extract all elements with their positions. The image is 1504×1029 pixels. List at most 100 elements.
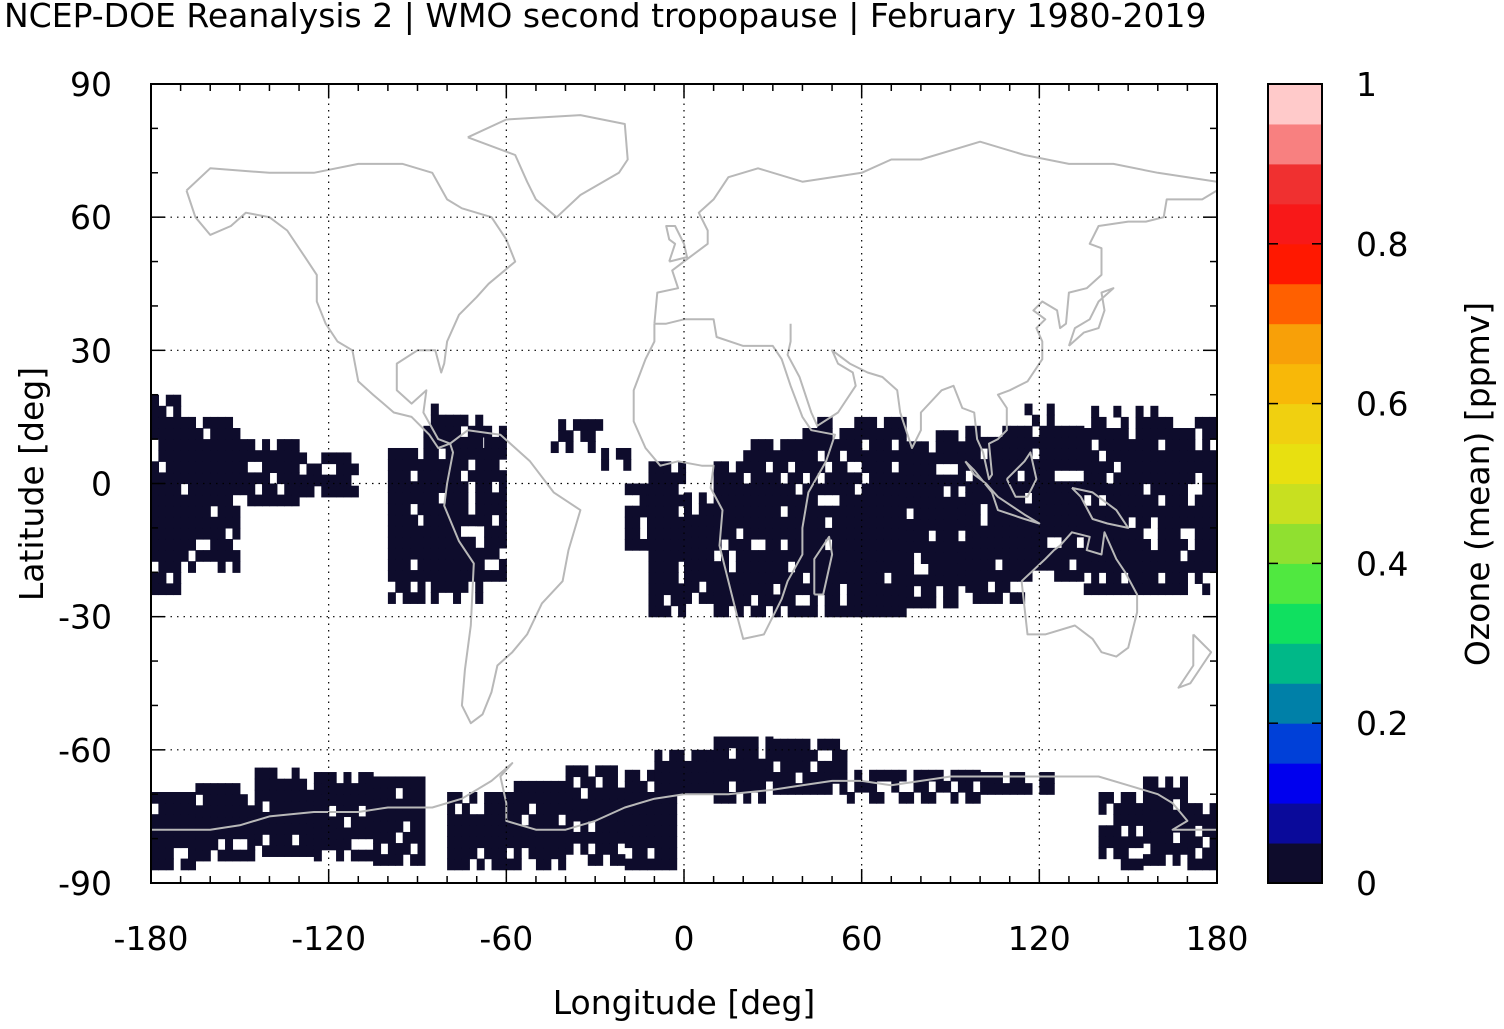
- ozone-cell: [935, 574, 944, 587]
- x-tick-label: 0: [674, 919, 695, 958]
- ozone-cell: [1002, 558, 1011, 571]
- ozone-cell: [1098, 561, 1107, 573]
- ozone-cell: [935, 530, 944, 542]
- ozone-cell: [898, 439, 907, 451]
- ozone-cell: [663, 538, 672, 551]
- ozone-cell: [528, 825, 537, 837]
- ozone-cell: [239, 450, 248, 462]
- ozone-cell: [239, 794, 248, 806]
- y-tick-label: 60: [70, 198, 112, 237]
- ozone-cell: [284, 483, 293, 496]
- ozone-cell: [1017, 547, 1026, 560]
- ozone-cell: [1024, 425, 1033, 438]
- ozone-cell: [595, 787, 604, 800]
- ozone-cell: [632, 792, 641, 804]
- ozone-cell: [772, 550, 781, 562]
- ozone-cell: [217, 827, 226, 840]
- ozone-cell: [1105, 461, 1114, 474]
- ozone-cell: [670, 527, 679, 540]
- ozone-cell: [795, 572, 804, 584]
- ozone-cell: [795, 505, 804, 518]
- ozone-cell: [276, 811, 285, 824]
- ozone-cell: [1105, 428, 1114, 440]
- ozone-cell: [225, 416, 234, 429]
- ozone-cell: [1120, 472, 1129, 485]
- ozone-cell: [1187, 803, 1196, 815]
- ozone-cell: [854, 505, 863, 518]
- ozone-cell: [632, 803, 641, 815]
- ozone-cell: [654, 847, 663, 860]
- ozone-cell: [1054, 447, 1063, 460]
- ozone-cell: [957, 574, 966, 587]
- ozone-cell: [438, 525, 447, 538]
- ozone-cell: [321, 452, 330, 465]
- ozone-cell: [1209, 450, 1217, 462]
- ozone-cell: [1068, 492, 1077, 505]
- ozone-cell: [306, 474, 315, 487]
- ozone-cell: [165, 439, 174, 451]
- ozone-cell: [423, 503, 432, 516]
- ozone-cell: [1076, 570, 1085, 582]
- ozone-cell: [832, 527, 841, 540]
- ozone-cell: [713, 461, 722, 474]
- ozone-cell: [151, 550, 159, 562]
- ozone-cell: [1098, 428, 1107, 440]
- ozone-cell: [883, 538, 892, 551]
- ozone-cell: [787, 516, 796, 529]
- ozone-cell: [898, 505, 907, 518]
- ozone-cell: [1039, 481, 1048, 493]
- ozone-cell: [453, 570, 462, 582]
- ozone-cell: [661, 836, 670, 849]
- ozone-cell: [595, 854, 604, 866]
- ozone-cell: [772, 527, 781, 540]
- ozone-cell: [254, 811, 263, 824]
- ozone-cell: [676, 783, 685, 795]
- ozone-cell: [817, 572, 826, 584]
- ozone-cell: [950, 596, 959, 609]
- ozone-cell: [980, 558, 989, 571]
- ozone-cell: [854, 572, 863, 584]
- ozone-cell: [891, 594, 900, 607]
- ozone-cell: [1179, 538, 1188, 551]
- ozone-cell: [1142, 538, 1151, 551]
- ozone-cell: [430, 470, 439, 482]
- ozone-cell: [721, 516, 730, 529]
- ozone-cell: [467, 558, 476, 571]
- ozone-cell: [528, 836, 537, 849]
- ozone-cell: [460, 459, 469, 471]
- ozone-cell: [1150, 505, 1159, 518]
- ozone-cell: [765, 594, 774, 607]
- ozone-cell: [1142, 416, 1151, 429]
- ozone-cell: [1046, 525, 1055, 538]
- y-tick-label: 0: [91, 465, 112, 504]
- ozone-cell: [824, 572, 833, 584]
- ozone-cell: [832, 550, 841, 562]
- ozone-cell: [1024, 436, 1033, 449]
- ozone-cell: [291, 483, 300, 496]
- ozone-cell: [706, 536, 715, 549]
- ozone-cell: [445, 547, 454, 560]
- ozone-cell: [735, 594, 744, 607]
- ozone-cell: [1113, 439, 1122, 451]
- ozone-cell: [225, 483, 234, 496]
- ozone-cell: [920, 485, 929, 498]
- ozone-cell: [461, 803, 470, 815]
- ozone-cell: [491, 436, 500, 449]
- ozone-cell: [698, 592, 707, 604]
- ozone-cell: [965, 792, 974, 804]
- ozone-cell: [795, 494, 804, 507]
- ozone-cell: [1098, 483, 1107, 496]
- ozone-cell: [957, 496, 966, 509]
- ozone-cell: [950, 474, 959, 487]
- greenland-coast: [467, 114, 629, 219]
- ozone-cell: [572, 798, 581, 811]
- ozone-cell: [1068, 525, 1077, 538]
- ozone-cell: [291, 811, 300, 824]
- ozone-cell: [669, 803, 678, 815]
- ozone-cell: [217, 494, 226, 507]
- ozone-cell: [151, 394, 159, 407]
- ozone-cell: [876, 505, 885, 518]
- ozone-cell: [721, 594, 730, 607]
- ozone-cell: [1209, 803, 1217, 815]
- ozone-cell: [225, 838, 234, 851]
